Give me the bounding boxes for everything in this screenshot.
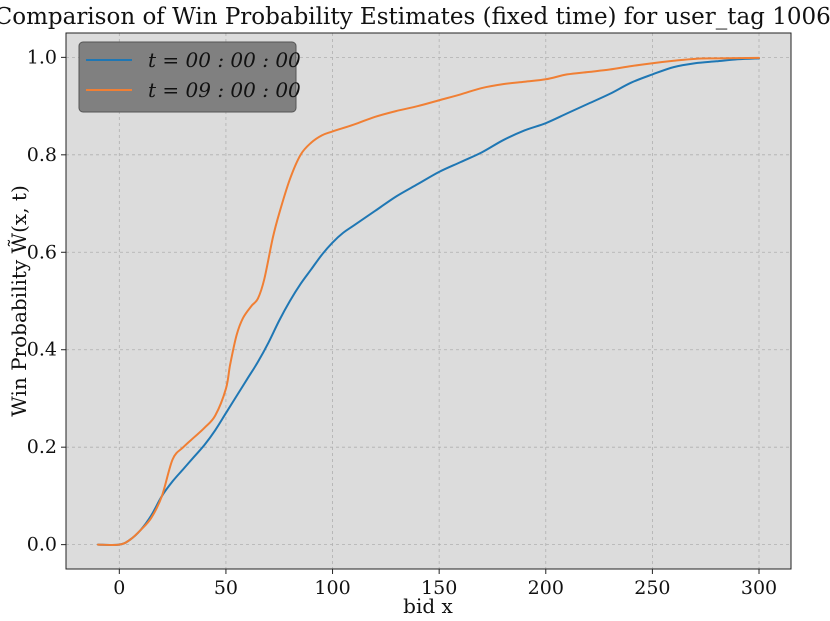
- chart-title: Comparison of Win Probability Estimates …: [0, 4, 830, 30]
- series-line-2: [96, 56, 761, 546]
- y-axis: 0.0 0.2 0.4 0.6 0.8 1.0: [27, 46, 66, 556]
- y-tick-label: 0.4: [27, 339, 57, 361]
- legend-label-series-2: t = 09 : 00 : 00: [148, 78, 301, 102]
- y-tick-label: 0.6: [27, 241, 57, 263]
- y-axis-label: Win Probability W̃(x, t): [7, 185, 31, 417]
- y-tick-label: 0.2: [27, 436, 57, 458]
- legend-box: [78, 41, 297, 113]
- x-tick-label: 300: [741, 577, 777, 599]
- legend-label-series-1: t = 00 : 00 : 00: [148, 48, 301, 72]
- x-axis-label: bid x: [403, 594, 453, 618]
- x-tick-label: 100: [314, 577, 350, 599]
- series-line-1: [96, 57, 761, 546]
- x-axis: 0 50 100 150 200 250 300: [113, 569, 777, 599]
- x-tick-label: 0: [113, 577, 125, 599]
- x-tick-label: 50: [214, 577, 238, 599]
- y-tick-label: 1.0: [27, 46, 57, 68]
- x-tick-label: 250: [634, 577, 670, 599]
- plot-frame: [65, 32, 792, 570]
- x-tick-label: 150: [421, 577, 457, 599]
- plot-area: [66, 33, 791, 569]
- y-tick-label: 0.8: [27, 144, 57, 166]
- x-tick-label: 200: [528, 577, 564, 599]
- legend: t = 00 : 00 : 00 t = 09 : 00 : 00: [78, 41, 301, 113]
- series-layer: [96, 56, 761, 546]
- y-tick-label: 0.0: [27, 534, 57, 556]
